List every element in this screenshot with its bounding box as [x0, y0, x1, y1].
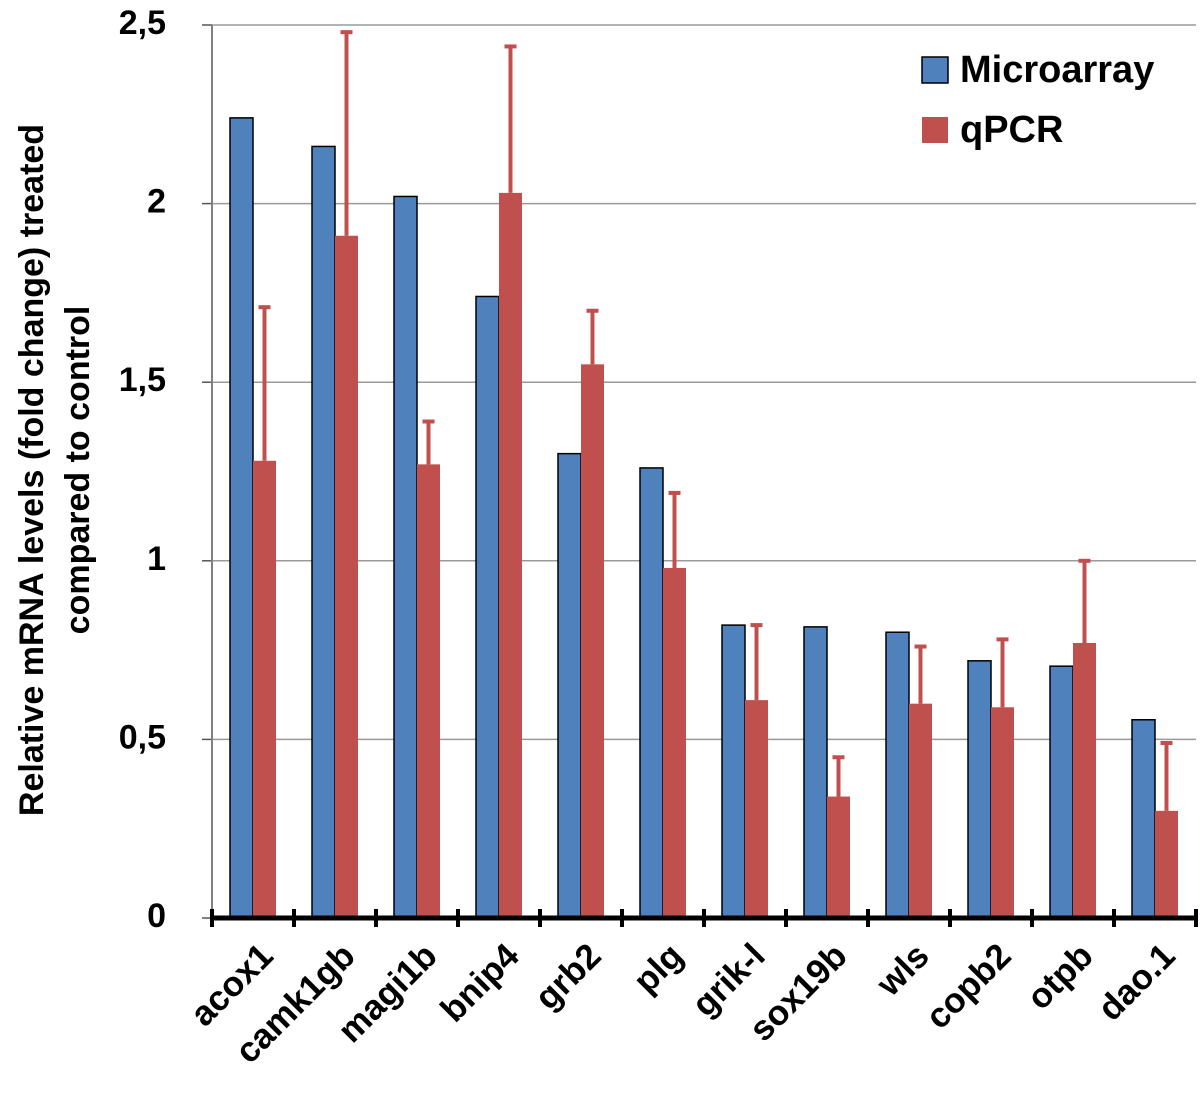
x-category-label: bnip4	[433, 936, 527, 1030]
bar-qpcr-sox19b	[827, 796, 850, 918]
legend-label-qpcr: qPCR	[960, 109, 1063, 151]
legend-swatch-qpcr	[922, 117, 948, 143]
bar-microarray-magi1b	[393, 195, 418, 919]
bar-qpcr-otpb	[1073, 642, 1096, 918]
bar-microarray-wls	[885, 631, 910, 919]
bar-microarray-camk1gb	[311, 145, 336, 919]
bar-qpcr-copb2	[991, 707, 1014, 918]
y-tick-label: 1,5	[119, 361, 166, 399]
legend-swatch-microarray	[921, 56, 949, 84]
y-tick-label: 0,5	[119, 718, 166, 756]
bar-qpcr-grb2	[581, 364, 604, 919]
bar-microarray-copb2	[967, 660, 992, 919]
y-tick-labels: 0 0,5 1 1,5 2 2,5	[119, 4, 166, 935]
y-tick-label: 2	[147, 183, 166, 221]
bar-microarray-acox1	[229, 117, 254, 919]
bar-qpcr-bnip4	[499, 192, 522, 918]
x-category-label: copb2	[918, 936, 1018, 1036]
y-tick-label: 0	[147, 897, 166, 935]
bar-qpcr-dao.1	[1155, 810, 1178, 918]
axes	[202, 24, 1198, 927]
x-category-label: dao.1	[1090, 936, 1182, 1028]
legend-label-microarray: Microarray	[960, 49, 1154, 91]
x-category-label: grb2	[527, 936, 608, 1017]
bar-qpcr-wls	[909, 703, 932, 918]
bar-microarray-sox19b	[803, 626, 828, 919]
bar-qpcr-magi1b	[417, 464, 440, 918]
x-category-label: otpb	[1019, 936, 1100, 1017]
y-tick-label: 1	[147, 540, 166, 578]
legend: Microarray qPCR	[921, 49, 1154, 151]
bars	[229, 30, 1178, 919]
bar-microarray-grb2	[557, 452, 582, 919]
bar-microarray-otpb	[1049, 665, 1074, 919]
bar-qpcr-acox1	[253, 460, 276, 918]
bar-microarray-plg	[639, 467, 664, 919]
y-axis-title-line2: compared to control	[59, 306, 97, 635]
bar-microarray-bnip4	[475, 295, 500, 919]
y-tick-label: 2,5	[119, 4, 166, 42]
gridlines	[212, 24, 1196, 741]
x-category-label: plg	[626, 936, 691, 1001]
bar-qpcr-plg	[663, 567, 686, 918]
y-axis-title-line1: Relative mRNA levels (fold change) treat…	[13, 124, 51, 816]
bar-microarray-dao.1	[1131, 719, 1156, 919]
x-category-label: wls	[868, 936, 936, 1004]
bar-microarray-grik-l	[721, 624, 746, 919]
bar-qpcr-grik-l	[745, 700, 768, 918]
bar-qpcr-camk1gb	[335, 235, 358, 919]
